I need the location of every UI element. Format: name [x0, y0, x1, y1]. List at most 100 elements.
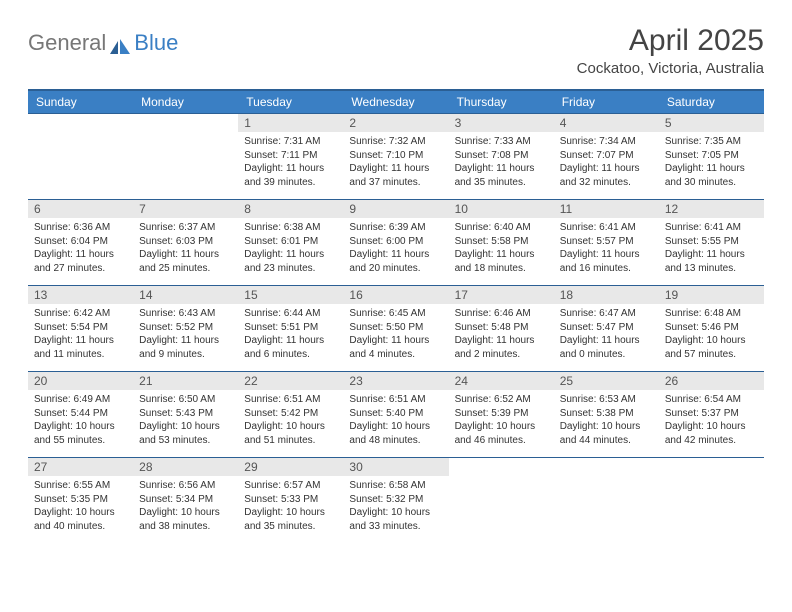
calendar-day-cell: 23Sunrise: 6:51 AMSunset: 5:40 PMDayligh…: [343, 372, 448, 458]
day-sunrise: Sunrise: 7:32 AM: [349, 135, 442, 149]
day-daylight1: Daylight: 10 hours: [34, 420, 127, 434]
weekday-header: Thursday: [449, 90, 554, 114]
day-sunrise: Sunrise: 6:39 AM: [349, 221, 442, 235]
day-daylight2: and 55 minutes.: [34, 434, 127, 448]
day-daylight1: Daylight: 11 hours: [665, 162, 758, 176]
day-daylight1: Daylight: 11 hours: [349, 334, 442, 348]
calendar-body: 1Sunrise: 7:31 AMSunset: 7:11 PMDaylight…: [28, 114, 764, 544]
day-daylight1: Daylight: 11 hours: [34, 248, 127, 262]
calendar-day-cell: 8Sunrise: 6:38 AMSunset: 6:01 PMDaylight…: [238, 200, 343, 286]
day-daylight2: and 35 minutes.: [455, 176, 548, 190]
day-number: 6: [28, 200, 133, 218]
day-daylight2: and 23 minutes.: [244, 262, 337, 276]
day-sunrise: Sunrise: 6:51 AM: [244, 393, 337, 407]
calendar-day-cell: [554, 458, 659, 544]
day-number: 18: [554, 286, 659, 304]
calendar-day-cell: 11Sunrise: 6:41 AMSunset: 5:57 PMDayligh…: [554, 200, 659, 286]
day-daylight2: and 27 minutes.: [34, 262, 127, 276]
page-title: April 2025: [577, 24, 764, 58]
day-number: 11: [554, 200, 659, 218]
calendar-day-cell: [133, 114, 238, 200]
day-sunrise: Sunrise: 6:53 AM: [560, 393, 653, 407]
day-sunrise: Sunrise: 6:54 AM: [665, 393, 758, 407]
day-daylight2: and 33 minutes.: [349, 520, 442, 534]
day-sunrise: Sunrise: 6:45 AM: [349, 307, 442, 321]
day-daylight1: Daylight: 11 hours: [560, 162, 653, 176]
calendar-day-cell: 27Sunrise: 6:55 AMSunset: 5:35 PMDayligh…: [28, 458, 133, 544]
calendar-day-cell: 25Sunrise: 6:53 AMSunset: 5:38 PMDayligh…: [554, 372, 659, 458]
day-details: Sunrise: 7:31 AMSunset: 7:11 PMDaylight:…: [238, 132, 343, 195]
day-sunset: Sunset: 5:33 PM: [244, 493, 337, 507]
day-daylight2: and 57 minutes.: [665, 348, 758, 362]
day-details: Sunrise: 6:40 AMSunset: 5:58 PMDaylight:…: [449, 218, 554, 281]
day-number: 7: [133, 200, 238, 218]
day-details: Sunrise: 6:50 AMSunset: 5:43 PMDaylight:…: [133, 390, 238, 453]
day-daylight1: Daylight: 11 hours: [244, 334, 337, 348]
day-daylight1: Daylight: 11 hours: [139, 248, 232, 262]
day-sunset: Sunset: 5:51 PM: [244, 321, 337, 335]
day-number: 17: [449, 286, 554, 304]
day-number: 26: [659, 372, 764, 390]
day-sunset: Sunset: 6:03 PM: [139, 235, 232, 249]
day-daylight2: and 42 minutes.: [665, 434, 758, 448]
day-sunset: Sunset: 5:55 PM: [665, 235, 758, 249]
day-daylight2: and 9 minutes.: [139, 348, 232, 362]
day-sunrise: Sunrise: 6:40 AM: [455, 221, 548, 235]
day-sunrise: Sunrise: 6:36 AM: [34, 221, 127, 235]
day-daylight2: and 32 minutes.: [560, 176, 653, 190]
brand-part2: Blue: [134, 30, 178, 56]
day-sunset: Sunset: 7:08 PM: [455, 149, 548, 163]
day-daylight2: and 44 minutes.: [560, 434, 653, 448]
day-sunset: Sunset: 5:44 PM: [34, 407, 127, 421]
day-sunrise: Sunrise: 6:37 AM: [139, 221, 232, 235]
day-daylight1: Daylight: 10 hours: [560, 420, 653, 434]
calendar-day-cell: 19Sunrise: 6:48 AMSunset: 5:46 PMDayligh…: [659, 286, 764, 372]
calendar-day-cell: [659, 458, 764, 544]
day-details: Sunrise: 6:45 AMSunset: 5:50 PMDaylight:…: [343, 304, 448, 367]
calendar-week-row: 1Sunrise: 7:31 AMSunset: 7:11 PMDaylight…: [28, 114, 764, 200]
day-details: Sunrise: 6:42 AMSunset: 5:54 PMDaylight:…: [28, 304, 133, 367]
day-sunset: Sunset: 5:58 PM: [455, 235, 548, 249]
day-daylight2: and 25 minutes.: [139, 262, 232, 276]
day-number: 4: [554, 114, 659, 132]
weekday-header: Monday: [133, 90, 238, 114]
day-sunset: Sunset: 5:34 PM: [139, 493, 232, 507]
day-daylight2: and 40 minutes.: [34, 520, 127, 534]
day-sunset: Sunset: 5:52 PM: [139, 321, 232, 335]
day-daylight2: and 2 minutes.: [455, 348, 548, 362]
day-details: Sunrise: 6:51 AMSunset: 5:40 PMDaylight:…: [343, 390, 448, 453]
calendar-page: General Blue April 2025 Cockatoo, Victor…: [0, 0, 792, 568]
day-sunrise: Sunrise: 6:42 AM: [34, 307, 127, 321]
day-sunrise: Sunrise: 6:56 AM: [139, 479, 232, 493]
day-daylight1: Daylight: 10 hours: [349, 506, 442, 520]
day-daylight2: and 20 minutes.: [349, 262, 442, 276]
day-details: Sunrise: 6:55 AMSunset: 5:35 PMDaylight:…: [28, 476, 133, 539]
day-number: 19: [659, 286, 764, 304]
day-number: 24: [449, 372, 554, 390]
day-number: 2: [343, 114, 448, 132]
day-details: Sunrise: 6:36 AMSunset: 6:04 PMDaylight:…: [28, 218, 133, 281]
day-number: 1: [238, 114, 343, 132]
day-details: Sunrise: 6:57 AMSunset: 5:33 PMDaylight:…: [238, 476, 343, 539]
calendar-day-cell: 5Sunrise: 7:35 AMSunset: 7:05 PMDaylight…: [659, 114, 764, 200]
day-details: Sunrise: 6:37 AMSunset: 6:03 PMDaylight:…: [133, 218, 238, 281]
day-number: 15: [238, 286, 343, 304]
day-daylight2: and 48 minutes.: [349, 434, 442, 448]
day-daylight2: and 18 minutes.: [455, 262, 548, 276]
calendar-day-cell: 24Sunrise: 6:52 AMSunset: 5:39 PMDayligh…: [449, 372, 554, 458]
day-daylight1: Daylight: 11 hours: [349, 248, 442, 262]
location-text: Cockatoo, Victoria, Australia: [577, 60, 764, 77]
day-daylight2: and 38 minutes.: [139, 520, 232, 534]
day-sunrise: Sunrise: 6:43 AM: [139, 307, 232, 321]
day-daylight1: Daylight: 10 hours: [139, 506, 232, 520]
calendar-day-cell: 14Sunrise: 6:43 AMSunset: 5:52 PMDayligh…: [133, 286, 238, 372]
calendar-day-cell: 2Sunrise: 7:32 AMSunset: 7:10 PMDaylight…: [343, 114, 448, 200]
calendar-day-cell: 7Sunrise: 6:37 AMSunset: 6:03 PMDaylight…: [133, 200, 238, 286]
title-block: April 2025 Cockatoo, Victoria, Australia: [577, 24, 764, 77]
day-daylight1: Daylight: 10 hours: [139, 420, 232, 434]
calendar-day-cell: 29Sunrise: 6:57 AMSunset: 5:33 PMDayligh…: [238, 458, 343, 544]
day-details: Sunrise: 6:43 AMSunset: 5:52 PMDaylight:…: [133, 304, 238, 367]
day-number: 8: [238, 200, 343, 218]
day-number: 3: [449, 114, 554, 132]
day-sunset: Sunset: 5:46 PM: [665, 321, 758, 335]
